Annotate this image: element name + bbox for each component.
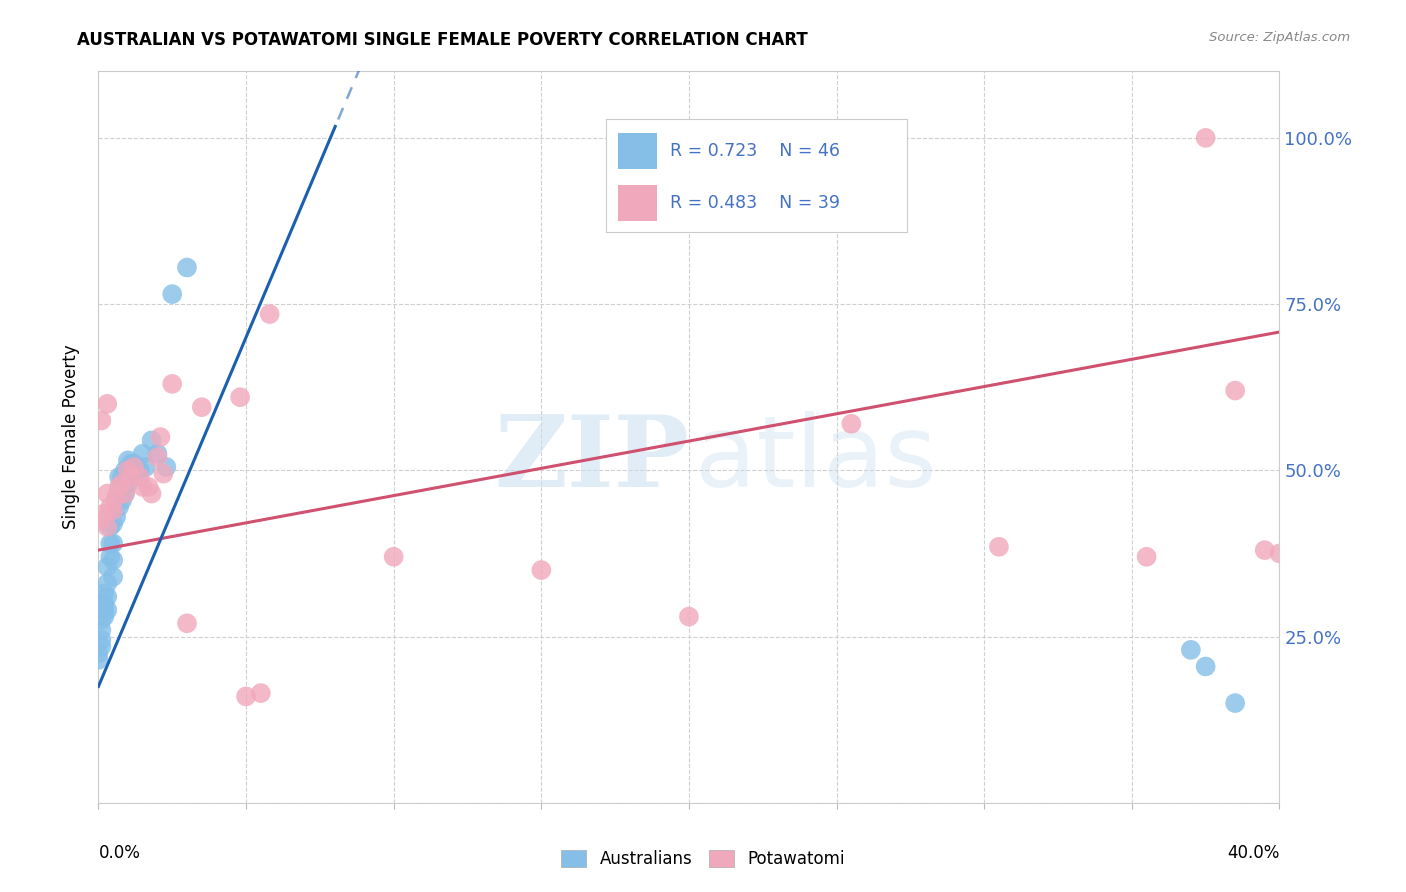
Text: atlas: atlas — [695, 410, 936, 508]
Text: Source: ZipAtlas.com: Source: ZipAtlas.com — [1209, 31, 1350, 45]
Point — [96, 590, 118, 604]
Point — [96, 520, 118, 534]
Point — [98, 536, 121, 550]
Point — [191, 400, 214, 414]
Point — [152, 467, 174, 481]
Point — [105, 493, 128, 508]
Point — [1268, 546, 1291, 560]
Point — [103, 503, 125, 517]
Point — [98, 520, 121, 534]
Point — [111, 493, 134, 508]
Point — [988, 540, 1011, 554]
Point — [108, 480, 131, 494]
Point — [1136, 549, 1159, 564]
Point — [108, 500, 131, 514]
Point — [114, 486, 136, 500]
Point — [125, 463, 148, 477]
Point — [98, 549, 121, 564]
Point — [382, 549, 405, 564]
Point — [176, 616, 198, 631]
Point — [117, 453, 139, 467]
Point — [259, 307, 281, 321]
Point — [1180, 643, 1202, 657]
Point — [93, 507, 115, 521]
Point — [90, 623, 112, 637]
Point — [96, 397, 118, 411]
Point — [678, 609, 700, 624]
Point — [90, 413, 112, 427]
Point — [229, 390, 252, 404]
Point — [1225, 696, 1247, 710]
Point — [90, 632, 112, 647]
Point — [235, 690, 257, 704]
Point — [530, 563, 553, 577]
Point — [132, 480, 155, 494]
Y-axis label: Single Female Poverty: Single Female Poverty — [62, 345, 80, 529]
Point — [96, 486, 118, 500]
Point — [138, 480, 160, 494]
Point — [111, 470, 134, 484]
Point — [111, 476, 134, 491]
Point — [105, 509, 128, 524]
Point — [128, 463, 150, 477]
Point — [96, 559, 118, 574]
Point — [87, 653, 110, 667]
Point — [162, 376, 183, 391]
Point — [132, 447, 155, 461]
Point — [90, 640, 112, 654]
Text: ZIP: ZIP — [494, 410, 689, 508]
Text: 0.0%: 0.0% — [98, 845, 141, 863]
Point — [93, 596, 115, 610]
Point — [108, 470, 131, 484]
Point — [117, 463, 139, 477]
Point — [96, 576, 118, 591]
Point — [841, 417, 863, 431]
Point — [117, 476, 139, 491]
Point — [155, 460, 177, 475]
Point — [93, 586, 115, 600]
Point — [1195, 131, 1218, 145]
Point — [135, 460, 157, 475]
Point — [90, 513, 112, 527]
Point — [146, 450, 169, 464]
Text: AUSTRALIAN VS POTAWATOMI SINGLE FEMALE POVERTY CORRELATION CHART: AUSTRALIAN VS POTAWATOMI SINGLE FEMALE P… — [77, 31, 808, 49]
Point — [114, 463, 136, 477]
Point — [120, 470, 142, 484]
Point — [176, 260, 198, 275]
Point — [122, 460, 145, 475]
Point — [122, 457, 145, 471]
Point — [105, 490, 128, 504]
Point — [103, 570, 125, 584]
Point — [1195, 659, 1218, 673]
Point — [120, 457, 142, 471]
Point — [87, 646, 110, 660]
Point — [103, 536, 125, 550]
Point — [1254, 543, 1277, 558]
Point — [250, 686, 273, 700]
Point — [108, 483, 131, 498]
Point — [90, 613, 112, 627]
Point — [93, 603, 115, 617]
Point — [1225, 384, 1247, 398]
Point — [146, 447, 169, 461]
Point — [141, 434, 163, 448]
Point — [162, 287, 183, 301]
Text: 40.0%: 40.0% — [1227, 845, 1279, 863]
Point — [96, 603, 118, 617]
Point — [114, 486, 136, 500]
Point — [149, 430, 172, 444]
Point — [128, 470, 150, 484]
Point — [103, 553, 125, 567]
Point — [141, 486, 163, 500]
Legend: Australians, Potawatomi: Australians, Potawatomi — [554, 843, 852, 875]
Point — [93, 609, 115, 624]
Point — [103, 516, 125, 531]
Point — [98, 500, 121, 514]
